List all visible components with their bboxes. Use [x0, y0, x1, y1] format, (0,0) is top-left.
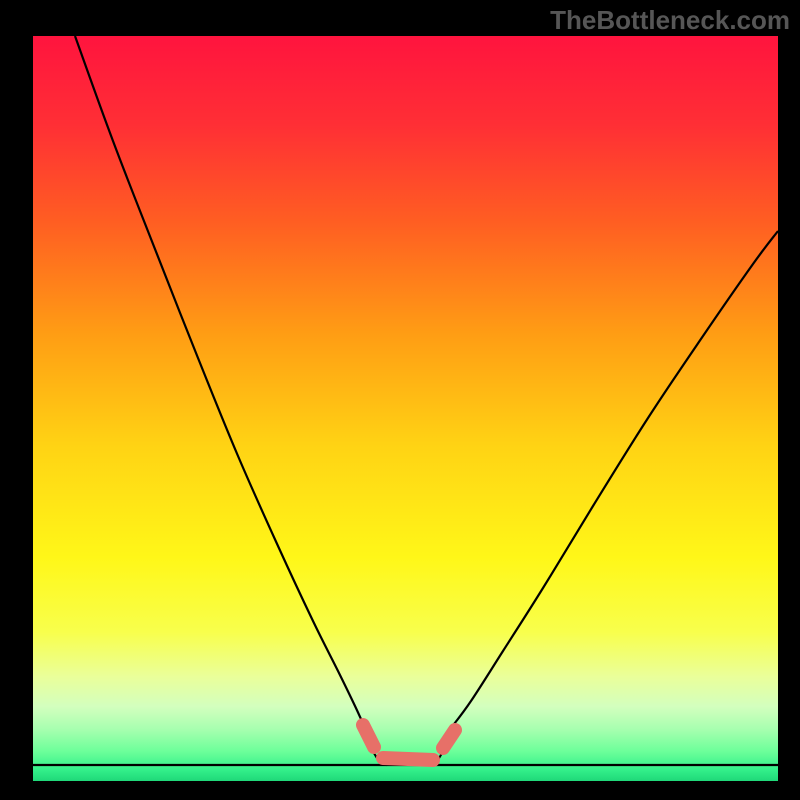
gradient-background	[33, 36, 778, 781]
bottleneck-curve-chart	[33, 36, 778, 781]
watermark-label: TheBottleneck.com	[550, 5, 790, 36]
marker-segment-1	[383, 758, 433, 760]
chart-frame: TheBottleneck.com	[0, 0, 800, 800]
marker-segment-2	[443, 730, 455, 748]
marker-segment-0	[363, 725, 374, 747]
